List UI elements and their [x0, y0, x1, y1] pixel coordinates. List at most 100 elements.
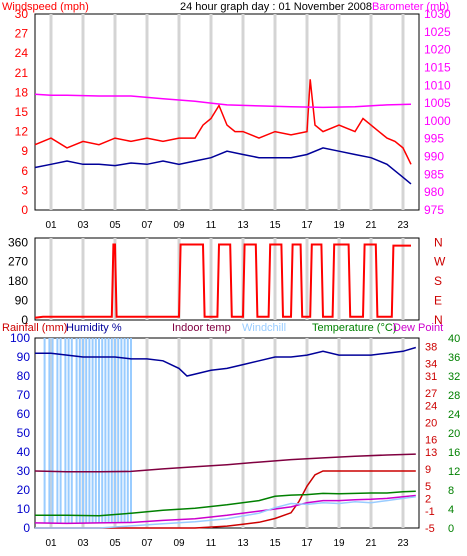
hour-tick-label: 05	[109, 220, 121, 231]
hour-tick-label: 13	[237, 538, 249, 549]
series-line-indoor-temp-c-	[34, 453, 416, 473]
compass-label: N	[434, 235, 443, 249]
temperature-tick-labels: 0 4 8 12 16 20 24 28 32 36 40	[448, 333, 460, 535]
compass-label: E	[434, 294, 442, 308]
direction-degree-label: 180	[8, 274, 28, 288]
barometer-tick-label: 990	[424, 150, 444, 164]
windspeed-tick-label: 12	[15, 125, 29, 139]
series-line-rainfall-mm-	[35, 470, 416, 529]
temp-humidity-panel: Rainfall (mm) Humidity % Indoor temp Win…	[2, 322, 460, 549]
hour-tick-label: 07	[141, 220, 153, 231]
barometer-tick-label: 975	[424, 203, 444, 217]
percent-tick-label: 60	[17, 407, 31, 421]
hour-tick-label: 13	[237, 220, 249, 231]
percent-tick-label: 80	[17, 369, 31, 383]
dewpoint-tick-label: 24	[425, 401, 437, 413]
hour-tick-label: 21	[365, 538, 377, 549]
hour-tick-label: 03	[77, 220, 89, 231]
temperature-tick-label: 40	[448, 333, 460, 345]
percent-tick-label: 90	[17, 350, 31, 364]
temperature-tick-label: 28	[448, 390, 460, 402]
dewpoint-tick-label: 16	[425, 434, 437, 446]
hour-tick-label: 09	[173, 220, 185, 231]
direction-degree-label: 0	[21, 313, 28, 327]
percent-tick-label: 70	[17, 388, 31, 402]
hour-tick-label: 11	[206, 538, 217, 549]
series-line-wind-gust-mph-	[34, 79, 412, 165]
hour-tick-label: 09	[173, 538, 185, 549]
temperature-tick-label: 24	[448, 409, 460, 421]
barometer-tick-label: 995	[424, 132, 444, 146]
hour-tick-label: 19	[333, 538, 345, 549]
wind-barometer-panel: Windspeed (mph) 24 hour graph day : 01 N…	[2, 1, 451, 231]
dewpoint-label: Dew Point	[393, 322, 443, 334]
percent-tick-label: 30	[17, 464, 31, 478]
direction-degree-labels: 0 90 180 270 360	[8, 235, 28, 327]
direction-degree-label: 270	[8, 255, 28, 269]
rainfall-label: Rainfall (mm)	[2, 322, 67, 334]
percent-tick-label: 40	[17, 445, 31, 459]
hour-tick-label: 17	[301, 220, 313, 231]
hour-tick-label: 01	[45, 538, 57, 549]
temperature-tick-label: 0	[448, 523, 454, 535]
hour-tick-label: 23	[397, 538, 409, 549]
wind-panel-grid	[49, 14, 405, 210]
percent-tick-label: 100	[10, 331, 30, 345]
hour-tick-label: 05	[109, 538, 121, 549]
temperature-tick-label: 12	[448, 466, 460, 478]
hour-tick-label: 17	[301, 538, 313, 549]
series-line-dew-point-c-	[34, 494, 416, 525]
dewpoint-tick-label: 13	[425, 447, 437, 459]
percent-tick-label: 0	[23, 521, 30, 535]
series-line-wind-average-mph-	[34, 147, 412, 185]
barometer-tick-label: 1005	[424, 96, 451, 110]
series-line-windchill-c-	[35, 496, 416, 529]
windspeed-tick-label: 30	[15, 7, 29, 21]
temperature-tick-label: 16	[448, 447, 460, 459]
direction-degree-label: 90	[15, 294, 29, 308]
hour-tick-label: 15	[269, 538, 281, 549]
compass-label: S	[434, 274, 442, 288]
barometer-tick-label: 1025	[424, 25, 451, 39]
dewpoint-tick-label: 20	[425, 417, 437, 429]
direction-degree-label: 360	[8, 235, 28, 249]
percent-tick-label: 20	[17, 483, 31, 497]
dewpoint-tick-label: -5	[425, 523, 435, 535]
hour-tick-label: 11	[206, 220, 217, 231]
wind-direction-series	[34, 243, 411, 319]
dewpoint-tick-label: 31	[425, 371, 437, 383]
dewpoint-tick-label: 5	[425, 481, 431, 493]
windspeed-tick-labels: 0 3 6 9 12 15 18 21 24 27 30	[15, 7, 29, 217]
hour-tick-label: 03	[77, 538, 89, 549]
temperature-tick-label: 32	[448, 371, 460, 383]
hour-tick-labels-top: 01 03 05 07 09 11 13 15 17 19 21 23	[45, 220, 409, 231]
barometer-tick-label: 1000	[424, 114, 451, 128]
temperature-tick-label: 8	[448, 485, 454, 497]
dewpoint-tick-label: 38	[425, 341, 437, 353]
dewpoint-tick-label: 9	[425, 464, 431, 476]
barometer-tick-label: 980	[424, 185, 444, 199]
barometer-tick-label: 985	[424, 167, 444, 181]
series-line-humidity-	[35, 346, 417, 377]
barometer-tick-label: 1030	[424, 7, 451, 21]
chart-title: 24 hour graph day : 01 November 2008	[180, 1, 372, 13]
windspeed-tick-label: 21	[15, 66, 29, 80]
series-line-wind-direction	[34, 243, 411, 319]
hour-tick-label: 19	[333, 220, 345, 231]
barometer-tick-label: 1015	[424, 60, 451, 74]
dewpoint-tick-label: 2	[425, 493, 431, 505]
hour-tick-label: 15	[269, 220, 281, 231]
temperature-tick-label: 4	[448, 504, 454, 516]
dewpoint-tick-label: -1	[425, 506, 435, 518]
series-line-barometer-mb-	[34, 93, 412, 109]
windspeed-tick-label: 15	[15, 105, 29, 119]
barometer-tick-label: 1020	[424, 43, 451, 57]
windspeed-tick-label: 27	[15, 27, 29, 41]
humidity-label: Humidity %	[66, 322, 122, 334]
barometer-tick-labels: 975 980 985 990 995 1000 1005 1010 1015 1020 1025 1…	[424, 7, 451, 217]
barometer-tick-label: 1010	[424, 78, 451, 92]
windspeed-tick-label: 0	[21, 203, 28, 217]
hour-tick-label: 01	[45, 220, 57, 231]
